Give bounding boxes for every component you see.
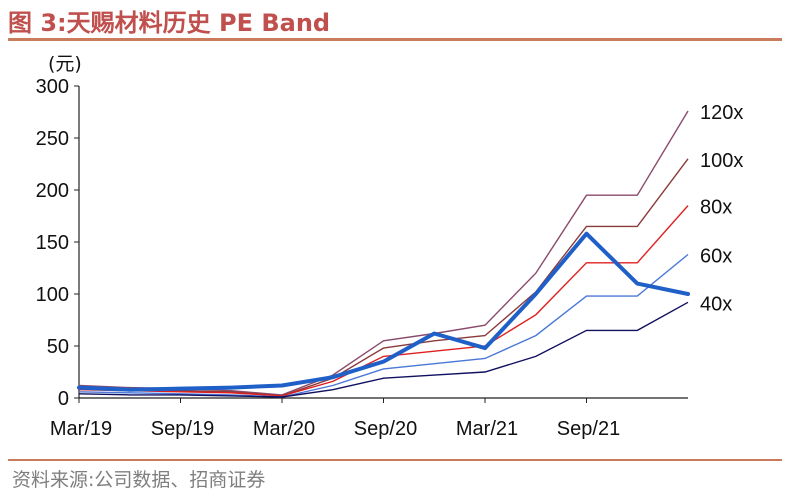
title-rule [8,38,782,41]
x-tick-label: Mar/21 [456,418,518,440]
y-tick-label: 250 [36,128,69,150]
x-ticks: Mar/19 Sep/19 Mar/20 Sep/20 Mar/21 Sep/21 [50,398,620,440]
y-tick-label: 300 [36,76,69,98]
band-label-120x: 120x [700,102,743,124]
y-tick-label: 0 [58,388,69,410]
price-line-group [77,231,690,392]
band-label-40x: 40x [700,293,732,315]
source-rule [8,459,782,461]
x-tick-label: Mar/19 [50,418,112,440]
band-label-100x: 100x [700,150,743,172]
y-unit-label: (元) [48,53,82,75]
pe-band-lines [78,110,689,398]
y-tick-label: 50 [47,336,69,358]
x-tick-label: Sep/21 [557,418,620,440]
band-line-120x [78,110,689,396]
x-tick-label: Sep/19 [151,418,214,440]
band-label-80x: 80x [700,197,732,219]
y-ticks: 0 50 100 150 200 250 300 [36,76,79,410]
y-tick-label: 200 [36,180,69,202]
price-line [77,231,690,392]
figure-title: 图 3:天赐材料历史 PE Band [8,9,331,37]
y-tick-label: 150 [36,232,69,254]
band-line-80x [78,205,689,397]
y-tick-label: 100 [36,284,69,306]
band-line-100x [78,158,689,397]
x-tick-label: Mar/20 [253,418,315,440]
band-line-40x [78,301,689,398]
band-line-60x [78,253,689,398]
band-labels: 120x 100x 80x 60x 40x [700,102,743,315]
x-tick-label: Sep/20 [354,418,417,440]
source-note: 资料来源:公司数据、招商证券 [12,469,266,491]
band-label-60x: 60x [700,245,732,267]
